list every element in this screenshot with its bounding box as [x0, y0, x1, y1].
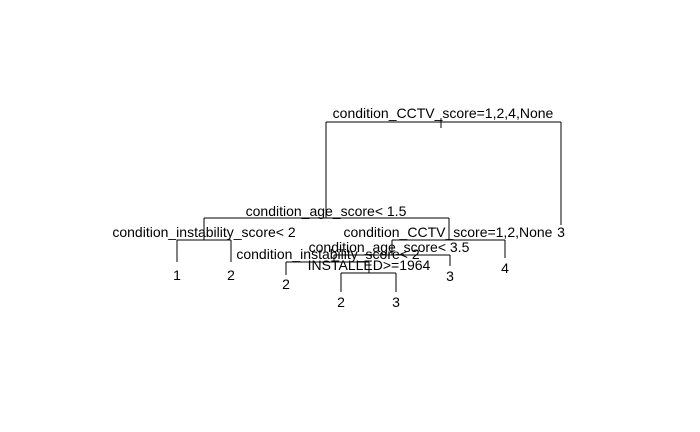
- split-label-age1: condition_age_score< 1.5: [246, 203, 407, 219]
- leaf-label-3a: 3: [392, 294, 400, 310]
- leaf-label-1: 1: [173, 267, 181, 283]
- split-label-age2: condition_age_score< 3.5: [309, 239, 470, 255]
- leaf-label-4: 4: [501, 260, 509, 276]
- leaf-label-2a: 2: [227, 267, 235, 283]
- leaf-label-3b: 3: [446, 268, 454, 284]
- leaf-label-2b: 2: [282, 276, 290, 292]
- leaf-label-3c: 3: [557, 224, 565, 240]
- split-label-cctv2: condition_CCTV_score=1,2,None: [344, 224, 553, 240]
- split-labels: condition_CCTV_score=1,2,4,None conditio…: [112, 105, 553, 273]
- leaf-label-2c: 2: [337, 294, 345, 310]
- tree-branches: [176, 118, 562, 292]
- split-label-instab2: condition_instability_score< 2: [236, 246, 419, 262]
- split-label-instab1: condition_instability_score< 2: [112, 224, 295, 240]
- split-label-root: condition_CCTV_score=1,2,4,None: [333, 105, 554, 121]
- split-label-installed: INSTALLED>=1964: [308, 257, 431, 273]
- leaf-labels: 1 2 2 2 3 3 4 3: [173, 224, 565, 310]
